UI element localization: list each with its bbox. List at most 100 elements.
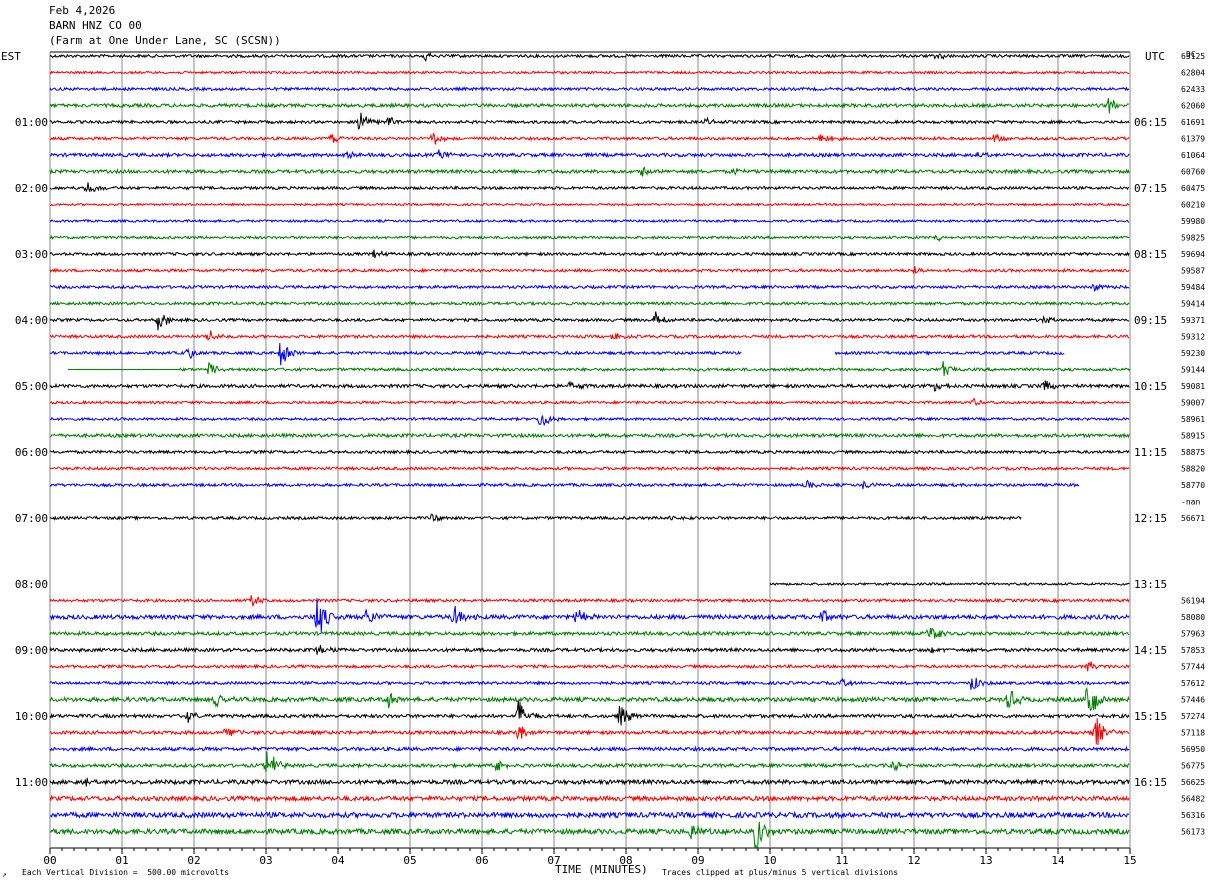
dc-offset-label: 58875 [1181, 448, 1205, 457]
seismic-trace [49, 627, 1130, 639]
local-time-label: 10:00 [15, 710, 48, 723]
dc-offset-label: 57118 [1181, 729, 1205, 738]
seismic-trace [49, 311, 1130, 331]
left-timezone-label: EST [1, 50, 21, 63]
dc-offset-label: 56194 [1181, 597, 1205, 606]
seismic-trace [49, 249, 1130, 259]
dc-offset-label: 62804 [1181, 69, 1205, 78]
local-time-label: 08:00 [15, 578, 48, 591]
clip-note: Traces clipped at plus/minus 5 vertical … [662, 868, 899, 877]
utc-time-label: 07:15 [1134, 182, 1167, 195]
x-tick-label: 10 [763, 854, 776, 867]
utc-time-label: 12:15 [1134, 512, 1167, 525]
dc-offset-label: 59230 [1181, 349, 1205, 358]
dc-offset-label: 60475 [1181, 184, 1205, 193]
seismic-trace [49, 112, 1130, 130]
seismic-trace [49, 449, 1130, 456]
seismic-trace [49, 718, 1130, 746]
seismic-trace [49, 300, 1130, 307]
x-tick-label: 15 [1123, 854, 1136, 867]
x-tick-label: 08 [619, 854, 632, 867]
utc-time-label: 06:15 [1134, 116, 1167, 129]
local-time-label: 05:00 [15, 380, 48, 393]
seismic-trace [49, 661, 1130, 672]
seismic-trace [49, 330, 1130, 342]
right-timezone-label: UTC [1145, 50, 1165, 63]
scale-icon: ↗ [2, 870, 7, 879]
dc-offset-label: 59081 [1181, 382, 1205, 391]
x-tick-label: 13 [979, 854, 992, 867]
seismic-trace [49, 86, 1130, 92]
dc-offset-label: 59694 [1181, 250, 1205, 259]
trace-group [49, 51, 1131, 851]
local-time-label: 06:00 [15, 446, 48, 459]
seismic-trace [49, 202, 1130, 207]
seismic-trace [49, 149, 1130, 160]
seismic-trace [49, 644, 1130, 655]
dc-offset-label: 58915 [1181, 432, 1205, 441]
seismic-trace [49, 794, 1130, 803]
dc-offset-label: 56625 [1181, 778, 1205, 787]
station-code: BARN HNZ CO 00 [49, 19, 142, 32]
x-tick-label: 06 [475, 854, 488, 867]
seismic-trace [49, 380, 1130, 392]
dc-offset-label: 59414 [1181, 300, 1205, 309]
dc-offset-label: 61064 [1181, 151, 1205, 160]
dc-offset-label: 59007 [1181, 399, 1205, 408]
dc-offset-label: 56482 [1181, 795, 1205, 804]
seismic-trace [49, 51, 1130, 62]
seismic-trace [769, 581, 1130, 587]
dc-offset-label: 62060 [1181, 102, 1205, 111]
dc-offset-label: 58820 [1181, 465, 1205, 474]
seismic-trace [49, 182, 1130, 193]
seismic-trace [49, 234, 1130, 243]
seismic-trace [834, 350, 1065, 356]
seismic-trace [49, 218, 1130, 224]
local-time-label: 02:00 [15, 182, 48, 195]
dc-offset-label: 57744 [1181, 663, 1205, 672]
x-tick-label: 14 [1051, 854, 1065, 867]
seismic-trace [49, 283, 1130, 293]
dc-offset-label: 56775 [1181, 762, 1205, 771]
dc-offset-label: 59144 [1181, 366, 1205, 375]
dc-offset-label: 56316 [1181, 811, 1205, 820]
seismic-trace [49, 132, 1130, 145]
seismic-trace [49, 810, 1130, 820]
seismic-trace [49, 70, 1130, 75]
utc-time-label: 15:15 [1134, 710, 1167, 723]
dc-offset-label: 57274 [1181, 712, 1205, 721]
seismic-trace [49, 166, 1130, 177]
dc-offset-label: 58080 [1181, 613, 1205, 622]
local-time-label: 04:00 [15, 314, 48, 327]
seismic-trace [49, 513, 1022, 523]
seismic-trace [49, 751, 1130, 773]
seismic-trace [49, 777, 1130, 787]
x-tick-label: 05 [403, 854, 416, 867]
utc-time-label: 16:15 [1134, 776, 1167, 789]
seismic-trace [49, 265, 1130, 275]
x-tick-label: 09 [691, 854, 704, 867]
dc-offset-label: 60760 [1181, 168, 1205, 177]
local-time-label: 07:00 [15, 512, 48, 525]
utc-time-label: 08:15 [1134, 248, 1167, 261]
axis-label-group: 00 01 02 03 04 05 06 07 08 09 10 11 12 13 14 15 63125 628… [15, 52, 1205, 867]
dc-offset-label: 58770 [1181, 481, 1205, 490]
utc-time-label: 13:15 [1134, 578, 1167, 591]
seismic-trace [49, 479, 1080, 490]
dc-offset-label: 57446 [1181, 696, 1205, 705]
dc-offset-label: -nan [1181, 498, 1200, 507]
seismic-trace [49, 821, 1130, 851]
dc-offset-label: 59484 [1181, 283, 1205, 292]
seismic-trace [49, 431, 1130, 439]
dc-offset-label: 58961 [1181, 415, 1205, 424]
seismic-trace [49, 686, 1130, 712]
utc-time-label: 11:15 [1134, 446, 1167, 459]
dc-offset-label: 60210 [1181, 201, 1205, 210]
dc-offset-label: 57963 [1181, 630, 1205, 639]
dc-offset-label: 61691 [1181, 118, 1205, 127]
dc-offset-label: 56173 [1181, 828, 1205, 837]
seismic-trace [68, 361, 1131, 376]
seismic-trace [49, 398, 1130, 407]
x-tick-label: 04 [331, 854, 345, 867]
